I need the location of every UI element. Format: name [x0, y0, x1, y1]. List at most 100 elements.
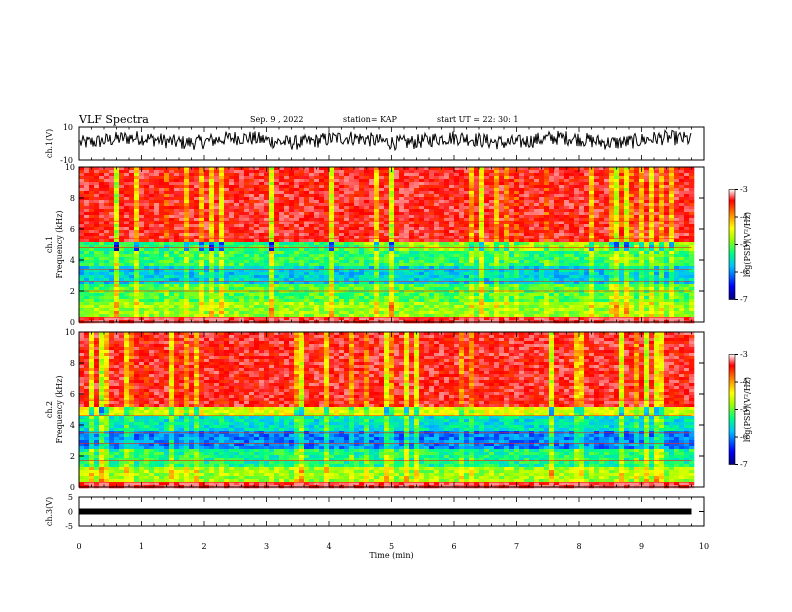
spectrogram-cell	[174, 194, 180, 198]
spectrogram-cell	[159, 248, 165, 252]
spectrogram-cell	[229, 278, 235, 282]
spectrogram-cell	[329, 209, 335, 213]
spectrogram-cell	[529, 236, 535, 240]
spectrogram-cell	[289, 251, 295, 255]
spectrogram-cell	[354, 209, 360, 213]
spectrogram-cell	[224, 254, 230, 258]
spectrogram-cell	[469, 188, 475, 192]
spectrogram-cell	[559, 236, 565, 240]
spectrogram-cell	[524, 239, 530, 243]
spectrogram-cell	[369, 284, 375, 288]
spectrogram-cell	[139, 230, 145, 234]
spectrogram-cell	[414, 212, 420, 216]
spectrogram-cell	[559, 245, 565, 249]
spectrogram-cell	[649, 278, 655, 282]
spectrogram-cell	[354, 200, 360, 204]
spectrogram-cell	[349, 275, 355, 279]
spectrogram-cell	[209, 191, 215, 195]
spectrogram-cell	[184, 167, 190, 171]
spectrogram-cell	[334, 188, 340, 192]
spectrogram-cell	[604, 188, 610, 192]
spectrogram-cell	[614, 206, 620, 210]
spectrogram-cell	[474, 188, 480, 192]
spectrogram-cell	[289, 272, 295, 276]
spectrogram-cell	[134, 221, 140, 225]
spectrogram-cell	[294, 224, 300, 228]
spectrogram-cell	[189, 203, 195, 207]
spectrogram-cell	[99, 287, 105, 291]
spectrogram-cell	[109, 203, 115, 207]
spectrogram-cell	[624, 272, 630, 276]
spectrogram-cell	[209, 218, 215, 222]
spectrogram-cell	[359, 266, 365, 270]
spectrogram-cell	[424, 167, 430, 171]
spectrogram-cell	[159, 257, 165, 261]
spectrogram-cell	[614, 191, 620, 195]
spectrogram-cell	[334, 272, 340, 276]
spectrogram-cell	[164, 257, 170, 261]
spectrogram-cell	[439, 239, 445, 243]
spectrogram-cell	[504, 167, 510, 171]
spectrogram-cell	[114, 242, 120, 246]
spectrogram-cell	[664, 170, 670, 174]
spectrogram-cell	[334, 215, 340, 219]
spectrogram-cell	[224, 209, 230, 213]
spectrogram-cell	[554, 239, 560, 243]
spectrogram-cell	[134, 248, 140, 252]
spectrogram-cell	[244, 275, 250, 279]
spectrogram-cell	[614, 260, 620, 264]
spectrogram-cell	[299, 245, 305, 249]
spectrogram-cell	[514, 272, 520, 276]
spectrogram-cell	[604, 272, 610, 276]
spectrogram-cell	[414, 233, 420, 237]
spectrogram-cell	[84, 206, 90, 210]
spectrogram-cell	[154, 248, 160, 252]
spectrogram-cell	[374, 212, 380, 216]
spectrogram-cell	[94, 266, 100, 270]
spectrogram-cell	[574, 191, 580, 195]
spectrogram-cell	[209, 284, 215, 288]
spectrogram-cell	[259, 170, 265, 174]
spectrogram-cell	[159, 188, 165, 192]
spectrogram-cell	[659, 281, 665, 285]
spectrogram-cell	[189, 197, 195, 201]
spectrogram-cell	[244, 254, 250, 258]
spectrogram-cell	[169, 197, 175, 201]
spectrogram-cell	[579, 284, 585, 288]
spectrogram-cell	[204, 269, 210, 273]
spectrogram-cell	[499, 218, 505, 222]
spectrogram-cell	[164, 281, 170, 285]
spectrogram-cell	[359, 242, 365, 246]
spectrogram-cell	[159, 269, 165, 273]
spectrogram-cell	[194, 230, 200, 234]
spectrogram-cell	[584, 278, 590, 282]
spectrogram-cell	[369, 206, 375, 210]
spectrogram-cell	[644, 176, 650, 180]
spectrogram-cell	[654, 263, 660, 267]
spectrogram-cell	[419, 281, 425, 285]
spectrogram-cell	[289, 239, 295, 243]
spectrogram-cell	[684, 200, 690, 204]
spectrogram-cell	[289, 209, 295, 213]
spectrogram-cell	[199, 176, 205, 180]
spectrogram-cell	[529, 269, 535, 273]
spectrogram-cell	[369, 203, 375, 207]
spectrogram-cell	[544, 197, 550, 201]
spectrogram-cell	[419, 221, 425, 225]
spectrogram-cell	[684, 194, 690, 198]
spectrogram-cell	[369, 257, 375, 261]
spectrogram-cell	[594, 275, 600, 279]
spectrogram-cell	[609, 233, 615, 237]
spectrogram-cell	[444, 272, 450, 276]
spectrogram-cell	[464, 218, 470, 222]
spectrogram-cell	[509, 266, 515, 270]
spectrogram-cell	[294, 170, 300, 174]
spectrogram-cell	[459, 254, 465, 258]
spectrogram-cell	[359, 236, 365, 240]
spectrogram-cell	[399, 182, 405, 186]
spectrogram-cell	[234, 188, 240, 192]
spectrogram-cell	[104, 278, 110, 282]
spectrogram-cell	[439, 251, 445, 255]
spectrogram-cell	[484, 251, 490, 255]
spectrogram-cell	[664, 227, 670, 231]
